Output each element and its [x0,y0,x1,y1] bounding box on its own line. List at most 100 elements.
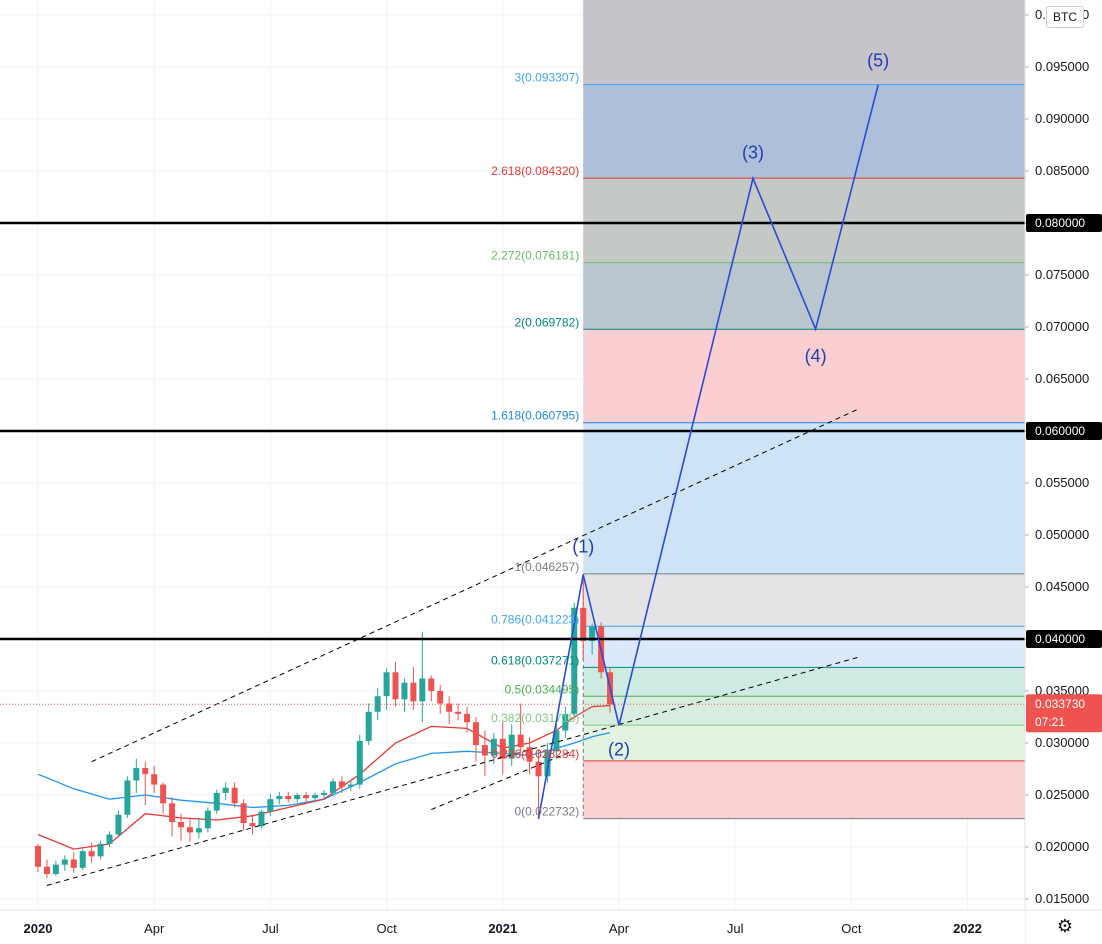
gear-icon[interactable]: ⚙ [1056,916,1074,936]
candle-up [562,706,569,738]
level-price-badge-text: 0.080000 [1035,216,1085,230]
candle-body [383,672,390,697]
plot-area: (1) (2) (3) (4) (5) 3(0.093307) 2.618(0.084320… [0,0,1025,910]
price-tick-label: 0.020000 [1035,839,1089,854]
level-price-badge-text: 0.040000 [1035,632,1085,646]
price-tick-label: 0.030000 [1035,735,1089,750]
date-axis-bg [0,910,1025,944]
fib-extension [582,0,1025,820]
candle-up [195,817,202,839]
price-axis-bg [1025,0,1102,910]
candle-down [249,815,256,835]
candle-body [571,607,578,714]
candle-body [401,682,408,700]
fib-zone [583,626,1025,668]
candle-up [213,789,220,814]
candle-up [544,743,551,783]
candle-body [267,799,274,812]
candle-body [204,810,211,829]
candle-body [562,713,569,731]
candle-down [392,661,399,707]
date-tick-label: Jul [727,921,744,936]
candle-body [142,767,149,775]
candle-up [553,724,560,759]
last-price-badge [1026,694,1102,733]
fib-label: 2.272(0.076181) [491,249,579,263]
candle-up [97,840,104,860]
candle-body [481,745,488,756]
candle-up [61,855,68,871]
candle-down [580,574,587,660]
candle-up [106,831,113,847]
price-tick-label: 0.095000 [1035,59,1089,74]
candle-body [374,696,381,712]
price-tick-label: 0.055000 [1035,475,1089,490]
candle-body [133,767,140,781]
candle-body [526,747,533,762]
candle-body [455,711,462,714]
candle-up [204,807,211,833]
fib-label: 0.618(0.037271) [491,653,579,667]
candle-body [499,738,506,759]
date-tick-label: Jul [262,921,279,936]
date-tick-label: 2020 [24,921,53,936]
date-tick-label: Oct [841,921,862,936]
fib-label: 3(0.093307) [514,71,579,85]
candle-down [169,797,176,837]
candle-down [151,765,158,793]
price-tick-label: 0.065000 [1035,371,1089,386]
countdown-text: 07:21 [1035,715,1065,729]
wave-label: (4) [805,346,827,366]
candle-up [312,792,319,802]
fib-zone [583,329,1025,423]
candle-up [365,703,372,746]
candle-body [178,822,185,828]
candle-down [455,703,462,721]
candle-body [410,682,417,702]
candle-body [544,751,551,777]
trend-channel-line [46,656,861,886]
candle-up [133,758,140,793]
candle-up [508,724,515,766]
fib-label: 0.786(0.041223) [491,612,579,626]
wave-label: (1) [572,537,594,557]
candle-body [464,713,471,723]
fib-zone [583,178,1025,263]
fib-label: 0.382(0.031718) [491,711,579,725]
candle-body [535,761,542,777]
candle-body [151,774,158,785]
candle-body [240,803,247,824]
fib-label: 2.618(0.084320) [491,164,579,178]
candle-down [43,859,50,879]
candle-body [106,834,113,844]
candle-down [35,843,41,872]
candle-body [70,859,77,868]
candle-down [517,703,524,754]
candle-up [321,789,328,800]
candle-down [70,852,77,873]
candle-body [437,691,444,704]
currency-label[interactable]: BTC [1046,6,1084,28]
candle-down [446,696,453,725]
price-tick-label: 0.075000 [1035,267,1089,282]
date-tick-label: Oct [376,921,397,936]
price-tick-label: 0.090000 [1035,111,1089,126]
candle-up [374,687,381,721]
candle-body [365,711,372,741]
fib-zone [583,760,1025,819]
candle-body [231,787,238,804]
candle-up [419,631,426,723]
candle-down [410,667,417,710]
price-axis: 0.1000000.0950000.0900000.0850000.080000… [1024,0,1102,944]
candle-body [347,784,354,787]
candle-body [195,828,202,833]
candle-body [446,703,453,712]
moving-average-fast [37,704,611,850]
candle-down [186,818,193,842]
price-tick-label: 0.050000 [1035,527,1089,542]
candle-body [115,814,122,835]
candle-body [428,678,435,691]
candle-up [79,849,86,870]
level-price-badge [1026,214,1102,232]
